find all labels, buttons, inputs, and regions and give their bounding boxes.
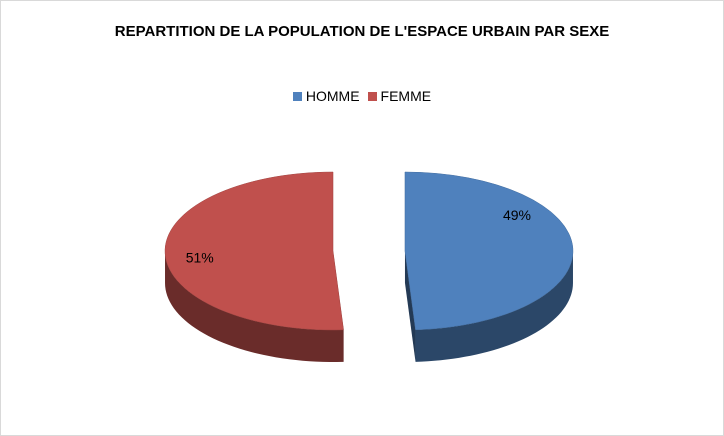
slice-top — [164, 171, 344, 331]
slice-side — [415, 251, 573, 362]
legend-label: HOMME — [305, 88, 360, 104]
legend: HOMME FEMME — [0, 88, 724, 104]
legend-item: FEMME — [367, 88, 432, 104]
legend-swatch — [292, 92, 302, 101]
legend-swatch — [367, 92, 377, 101]
legend-label: FEMME — [380, 88, 432, 104]
slice: 51% — [164, 171, 344, 362]
slice-cut-face — [404, 251, 416, 362]
legend-item: HOMME — [292, 88, 360, 104]
data-label: 51% — [186, 250, 214, 266]
data-label: 49% — [503, 207, 531, 223]
slice: 49% — [404, 171, 574, 362]
slice-top — [404, 171, 574, 331]
chart-title: REPARTITION DE LA POPULATION DE L'ESPACE… — [114, 23, 610, 40]
slice-side — [165, 251, 344, 362]
